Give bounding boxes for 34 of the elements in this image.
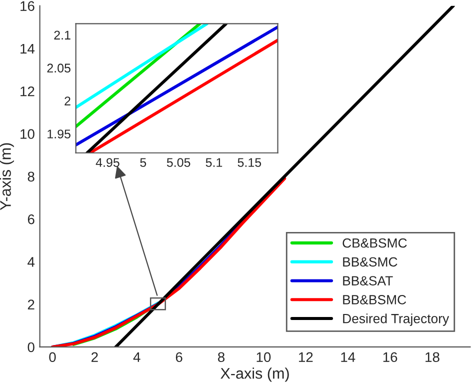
x-tick-label: 16 bbox=[383, 352, 398, 362]
y-tick-label: 16 bbox=[20, 1, 34, 12]
y-tick-label: 8 bbox=[28, 172, 34, 182]
y-tick-label: 0 bbox=[28, 342, 34, 352]
x-tick-label: 4.95 bbox=[96, 158, 120, 167]
x-tick-label: 6 bbox=[176, 352, 182, 362]
y-tick-label: 2.1 bbox=[54, 30, 70, 40]
y-tick-label: 6 bbox=[28, 214, 34, 224]
y-axis-title: Y-axis (m) bbox=[0, 143, 14, 210]
legend-label: BB&SAT bbox=[343, 276, 393, 286]
legend-label: BB&BSMC bbox=[343, 295, 406, 304]
y-tick-label: 2 bbox=[28, 300, 34, 310]
y-tick-label: 2 bbox=[64, 96, 70, 106]
x-tick-label: 5.05 bbox=[166, 158, 190, 167]
x-tick-label: 12 bbox=[298, 352, 313, 362]
y-tick-label: 1.95 bbox=[48, 130, 70, 138]
legend-label: Desired Trajectory bbox=[343, 314, 450, 326]
x-tick-label: 18 bbox=[426, 352, 440, 362]
legend-label: BB&SMC bbox=[343, 257, 398, 267]
x-tick-label: 5 bbox=[140, 158, 146, 167]
y-tick-label: 10 bbox=[20, 129, 34, 139]
x-tick-label: 8 bbox=[218, 352, 225, 362]
x-tick-label: 4 bbox=[133, 352, 140, 362]
y-tick-label: 12 bbox=[20, 86, 34, 96]
legend-label: CB&BSMC bbox=[342, 238, 407, 248]
x-tick-label: 5.15 bbox=[238, 158, 262, 167]
y-tick-label: 2.05 bbox=[47, 64, 70, 73]
x-tick-label: 10 bbox=[256, 352, 271, 362]
x-tick-label: 2 bbox=[92, 352, 98, 362]
y-tick-label: 4 bbox=[28, 257, 35, 267]
x-axis-title: X-axis (m) bbox=[220, 368, 289, 382]
x-tick-label: 14 bbox=[341, 352, 356, 362]
x-tick-label: 5.1 bbox=[206, 158, 222, 167]
y-tick-label: 14 bbox=[20, 44, 35, 54]
